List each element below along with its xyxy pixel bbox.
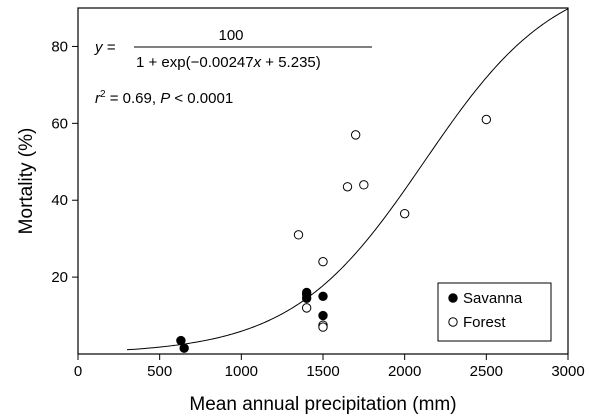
savanna-point (301, 287, 312, 298)
equation-denominator-coef: 0.00247 (199, 54, 253, 71)
r-superscript: 2 (100, 89, 106, 100)
forest-point (301, 303, 312, 313)
legend-label-forest: Forest (463, 314, 506, 331)
equation-denominator-prefix: 1 + exp( (136, 54, 191, 71)
savanna-point (318, 310, 328, 321)
fit-curve (126, 8, 569, 351)
legend-box (437, 282, 552, 342)
data-points (176, 114, 492, 353)
x-axis: 0 500 1000 1500 2000 2500 3000 (74, 354, 585, 380)
r-symbol: r (95, 90, 101, 107)
forest-point (350, 130, 361, 140)
x-tick-label: 2000 (388, 363, 421, 380)
x-tick-label: 1500 (306, 363, 339, 380)
savanna-point (176, 335, 186, 346)
forest-point (293, 230, 304, 240)
p-symbol: P (160, 90, 170, 107)
equation-annotation: y = 100 1 + exp(−0.00247x + 5.235) (94, 27, 372, 71)
y-axis: 20 40 60 80 (51, 38, 78, 286)
r-value: = 0.69, (106, 90, 161, 107)
equation-numerator: 100 (218, 27, 243, 44)
equation-lhs: y = (94, 39, 116, 56)
legend-marker-savanna (448, 293, 458, 303)
x-tick-label: 0 (74, 363, 82, 380)
y-tick-label: 40 (51, 192, 68, 209)
y-tick-label: 20 (51, 269, 68, 286)
stats-annotation: r2 = 0.69, P < 0.0001 (95, 89, 233, 107)
x-tick-label: 2500 (470, 363, 503, 380)
x-axis-title: Mean annual precipitation (mm) (189, 394, 456, 415)
forest-point (342, 182, 353, 192)
x-tick-label: 500 (147, 363, 172, 380)
savanna-point (318, 291, 328, 302)
forest-point (481, 114, 492, 125)
forest-point (399, 208, 410, 219)
forest-point (359, 180, 369, 190)
y-tick-label: 60 (51, 115, 68, 132)
forest-point (318, 322, 328, 332)
equation-denominator-var: x (253, 54, 262, 71)
x-tick-label: 1000 (225, 363, 258, 380)
svg-text:1 + exp(−0.00247x + 5.235): 1 + exp(−0.00247x + 5.235) (136, 54, 321, 71)
y-tick-label: 80 (51, 38, 68, 55)
legend-marker-forest (448, 317, 458, 327)
legend: Savanna Forest (437, 282, 552, 342)
equation-denominator-minus: − (191, 54, 200, 71)
y-axis-title: Mortality (%) (16, 128, 37, 235)
legend-label-savanna: Savanna (463, 290, 523, 307)
svg-text:y =: y = (94, 39, 116, 56)
forest-point (318, 257, 328, 267)
x-tick-label: 3000 (551, 363, 584, 380)
p-value: < 0.0001 (170, 90, 233, 107)
savanna-point (179, 343, 189, 353)
equation-denominator-suffix: + 5.235) (261, 54, 321, 71)
